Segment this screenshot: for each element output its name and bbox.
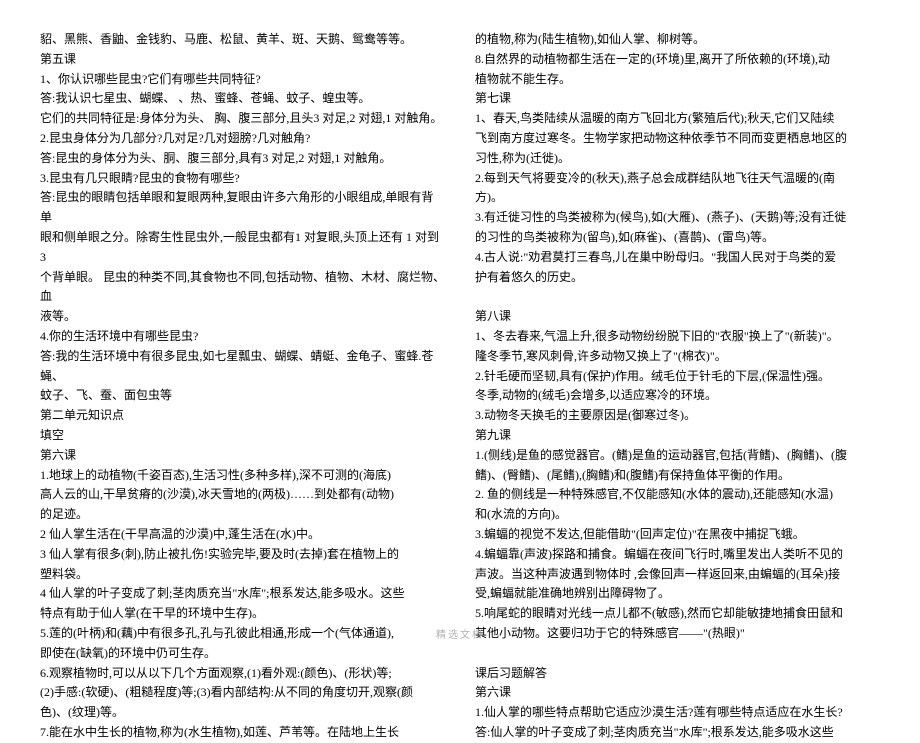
text-line: 貂、黑熊、香鼬、金钱豹、马鹿、松鼠、黄羊、斑、天鹅、鸳鸯等等。 bbox=[40, 30, 445, 50]
text-line: 8.自然界的动植物都生活在一定的(环境)里,离开了所依赖的(环境),动 bbox=[475, 50, 880, 70]
text-line: 答:仙人掌的叶子变成了刺;茎肉质充当"水库";根系发达,能多吸水这些 bbox=[475, 723, 880, 743]
page-footer: 精选文档 bbox=[436, 626, 484, 641]
text-line: 飞到南方度过寒冬。生物学家把动物这种依季节不同而变更栖息地区的 bbox=[475, 129, 880, 149]
text-line: 4.古人说:"劝君莫打三春鸟,儿在巢中盼母归。"我国人民对于鸟类的爱 bbox=[475, 248, 880, 268]
text-line: 第五课 bbox=[40, 50, 445, 70]
text-line: 1.(侧线)是鱼的感觉器官。(鳍)是鱼的运动器官,包括(背鳍)、(胸鳍)、(腹 bbox=[475, 446, 880, 466]
text-line: 高人云的山,干旱贫瘠的(沙漠),冰天雪地的(两极)……到处都有(动物) bbox=[40, 485, 445, 505]
text-line: 受,蝙蝠就能准确地辨别出障碍物了。 bbox=[475, 584, 880, 604]
text-line: 1.仙人掌的哪些特点帮助它适应沙漠生活?莲有哪些特点适应在水生长? bbox=[475, 703, 880, 723]
text-line: 1、冬去春来,气温上升,很多动物纷纷脱下旧的"衣服"换上了"(新装)"。 bbox=[475, 327, 880, 347]
text-line: 第九课 bbox=[475, 426, 880, 446]
text-line: 眼和侧单眼之分。除寄生性昆虫外,一般昆虫都有1 对复眼,头顶上还有 1 对到 3 bbox=[40, 228, 445, 268]
text-line: 3.有迁徙习性的鸟类被称为(候鸟),如(大雁)、(燕子)、(天鹅)等;没有迁徙 bbox=[475, 208, 880, 228]
text-line bbox=[475, 287, 880, 307]
text-line: (2)手感:(软硬)、(粗糙程度)等;(3)看内部结构:从不同的角度切开,观察(… bbox=[40, 683, 445, 703]
text-line: 的习性的鸟类被称为(留鸟),如(麻雀)、(喜鹊)、(雷鸟)等。 bbox=[475, 228, 880, 248]
text-line: 隆冬季节,寒风刺骨,许多动物又换上了"(棉衣)"。 bbox=[475, 347, 880, 367]
text-line: 色)、(纹理)等。 bbox=[40, 703, 445, 723]
text-line: 2.针毛硬而坚韧,具有(保护)作用。绒毛位于针毛的下层,(保温性)强。 bbox=[475, 367, 880, 387]
text-line: 的植物,称为(陆生植物),如仙人掌、柳树等。 bbox=[475, 30, 880, 50]
text-line: 其他小动物。这要归功于它的特殊感官——"(热眼)" bbox=[475, 624, 880, 644]
text-line: 答:我的生活环境中有很多昆虫,如七星瓢虫、蝴蝶、蜻蜓、金龟子、蜜蜂.苍蝇、 bbox=[40, 347, 445, 387]
text-line: 2 仙人掌生活在(干早高温的沙漠)中,蓬生活在(水)中。 bbox=[40, 525, 445, 545]
text-line: 3.昆虫有几只眼睛?昆虫的食物有哪些? bbox=[40, 169, 445, 189]
text-line: 声波。当这种声波遇到物体时 ,会像回声一样返回来,由蝙蝠的(耳朵)接 bbox=[475, 565, 880, 585]
text-line: 冬季,动物的(绒毛)会增多,以适应寒冷的环境。 bbox=[475, 386, 880, 406]
text-line: 7.能在水中生长的植物,称为(水生植物),如莲、芦苇等。在陆地上生长 bbox=[40, 723, 445, 743]
text-line: 4 仙人掌的叶子变成了刺;茎肉质充当"水库";根系发达,能多吸水。这些 bbox=[40, 584, 445, 604]
text-line: 液等。 bbox=[40, 307, 445, 327]
text-line: 2. 鱼的侧线是一种特殊感官,不仅能感知(水体的震动),还能感知(水温) bbox=[475, 485, 880, 505]
text-line: 塑料袋。 bbox=[40, 565, 445, 585]
text-line: 和(水流的方向)。 bbox=[475, 505, 880, 525]
text-line: 答:我认识七星虫、蝴蝶、 、热、蜜蜂、苍蝇、蚊子、蝗虫等。 bbox=[40, 89, 445, 109]
text-line: 个背单眼。 昆虫的种类不同,其食物也不同,包括动物、植物、木材、腐烂物、血 bbox=[40, 268, 445, 308]
text-line: 植物就不能生存。 bbox=[475, 70, 880, 90]
text-line: 2.昆虫身体分为几部分?几对足?几对翅膀?几对触角? bbox=[40, 129, 445, 149]
text-line: 方)。 bbox=[475, 188, 880, 208]
text-line: 第六课 bbox=[40, 446, 445, 466]
text-line: 填空 bbox=[40, 426, 445, 446]
text-line: 习性,称为(迁徙)。 bbox=[475, 149, 880, 169]
text-line: 答:昆虫的身体分为头、胴、腹三部分,具有3 对足,2 对翅,1 对触角。 bbox=[40, 149, 445, 169]
text-line: 特点有助于仙人掌(在干早的环境中生存)。 bbox=[40, 604, 445, 624]
text-line: 蚊子、飞、蚕、面包虫等 bbox=[40, 386, 445, 406]
text-line: 4.蝙蝠靠(声波)探路和捕食。蝙蝠在夜间飞行时,嘴里发出人类听不见的 bbox=[475, 545, 880, 565]
text-line: 鳍)、(臀鳍)、(尾鳍),(胸鳍)和(腹鳍)有保持鱼体平衡的作用。 bbox=[475, 466, 880, 486]
text-line: 1、春天,鸟类陆续从温暖的南方飞回北方(繁殖后代);秋天,它们又陆续 bbox=[475, 109, 880, 129]
text-line: 1.地球上的动植物(千姿百态),生活习性(多种多样),深不可测的(海底) bbox=[40, 466, 445, 486]
text-line: 6.观察植物时,可以从以下几个方面观察,(1)看外观:(颜色)、(形状)等; bbox=[40, 664, 445, 684]
text-line: 课后习题解答 bbox=[475, 664, 880, 684]
text-line: 3.蝙蝠的视觉不发达,但能借助"(回声定位)"在黑夜中捕捉飞蛾。 bbox=[475, 525, 880, 545]
text-line: 第八课 bbox=[475, 307, 880, 327]
text-line: 第二单元知识点 bbox=[40, 406, 445, 426]
text-line: 它们的共同特征是:身体分为头、 胸、腹三部分,且头3 对足,2 对翅,1 对触角… bbox=[40, 109, 445, 129]
text-line: 答:昆虫的眼睛包括单眼和复眼两种,复眼由许多六角形的小眼组成,单眼有背单 bbox=[40, 188, 445, 228]
text-line: 1、你认识哪些昆虫?它们有哪些共同特征? bbox=[40, 70, 445, 90]
text-line: 4.你的生活环境中有哪些昆虫? bbox=[40, 327, 445, 347]
text-line: 3.动物冬天换毛的主要原因是(御寒过冬)。 bbox=[475, 406, 880, 426]
text-line: 第六课 bbox=[475, 683, 880, 703]
text-line: 5.莲的(叶柄)和(藕)中有很多孔,孔与孔彼此相通,形成一个(气体通道), bbox=[40, 624, 445, 644]
text-line bbox=[475, 644, 880, 664]
text-line: 5.响尾蛇的眼睛对光线一点儿都不(敏感),然而它却能敏捷地捕食田鼠和 bbox=[475, 604, 880, 624]
text-line: 第七课 bbox=[475, 89, 880, 109]
text-line: 2.每到天气将要变冷的(秋天),燕子总会成群结队地飞往天气温暖的(南 bbox=[475, 169, 880, 189]
text-line: 即使在(缺氧)的环境中仍可生存。 bbox=[40, 644, 445, 664]
text-line: 护有着悠久的历史。 bbox=[475, 268, 880, 288]
text-line: 的足迹。 bbox=[40, 505, 445, 525]
text-line: 3 仙人掌有很多(刺),防止被扎伤!实验完毕,要及时(去掉)套在植物上的 bbox=[40, 545, 445, 565]
